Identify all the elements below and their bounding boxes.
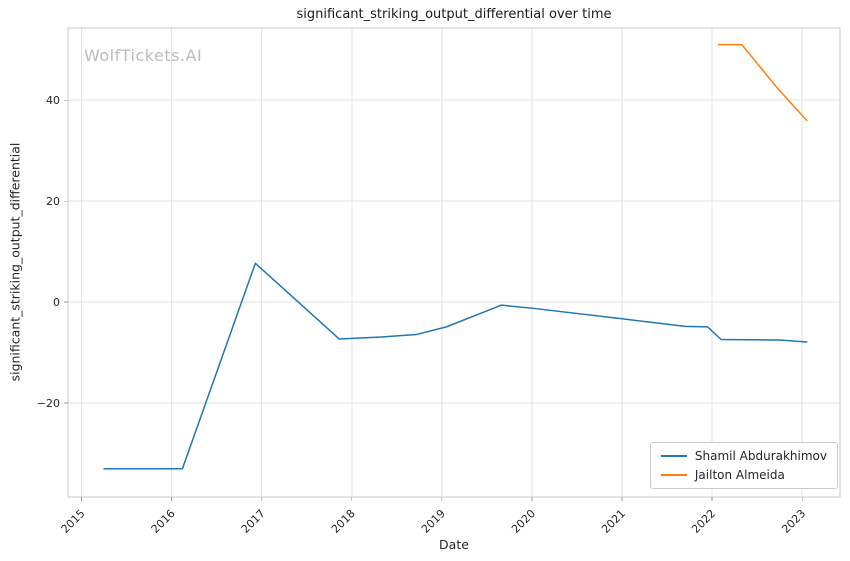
legend-item-jailton-almeida: Jailton Almeida	[660, 468, 827, 482]
series-line-shamil-abdurakhimov	[103, 262, 808, 470]
y-axis-label: significant_striking_output_differential	[7, 142, 23, 382]
y-tick-label: 20	[46, 195, 60, 208]
legend-item-shamil-abdurakhimov: Shamil Abdurakhimov	[660, 449, 827, 463]
x-tick-label: 2019	[419, 507, 448, 536]
x-tick-label: 2018	[329, 507, 358, 536]
legend-label: Shamil Abdurakhimov	[694, 449, 827, 463]
legend-line-sample	[660, 474, 687, 476]
y-tick-label: −20	[37, 397, 60, 410]
x-tick-label: 2020	[509, 507, 538, 536]
legend-line-sample	[660, 455, 687, 457]
x-axis-label: Date	[439, 537, 469, 552]
legend: Shamil Abdurakhimov Jailton Almeida	[649, 442, 838, 489]
x-tick-label: 2021	[599, 507, 628, 536]
x-tick-label: 2016	[149, 507, 178, 536]
series-line-jailton-almeida	[717, 43, 808, 122]
x-tick-label: 2017	[239, 507, 268, 536]
x-tick-label: 2022	[689, 507, 718, 536]
y-tick-label: 0	[53, 296, 60, 309]
y-tick-label: 40	[46, 94, 60, 107]
watermark: WolfTickets.AI	[84, 46, 203, 65]
plot-border	[67, 27, 841, 498]
x-tick-label: 2015	[59, 507, 88, 536]
chart-title: significant_striking_output_differential…	[296, 7, 612, 22]
x-tick-label: 2023	[779, 507, 808, 536]
legend-label: Jailton Almeida	[694, 468, 785, 482]
